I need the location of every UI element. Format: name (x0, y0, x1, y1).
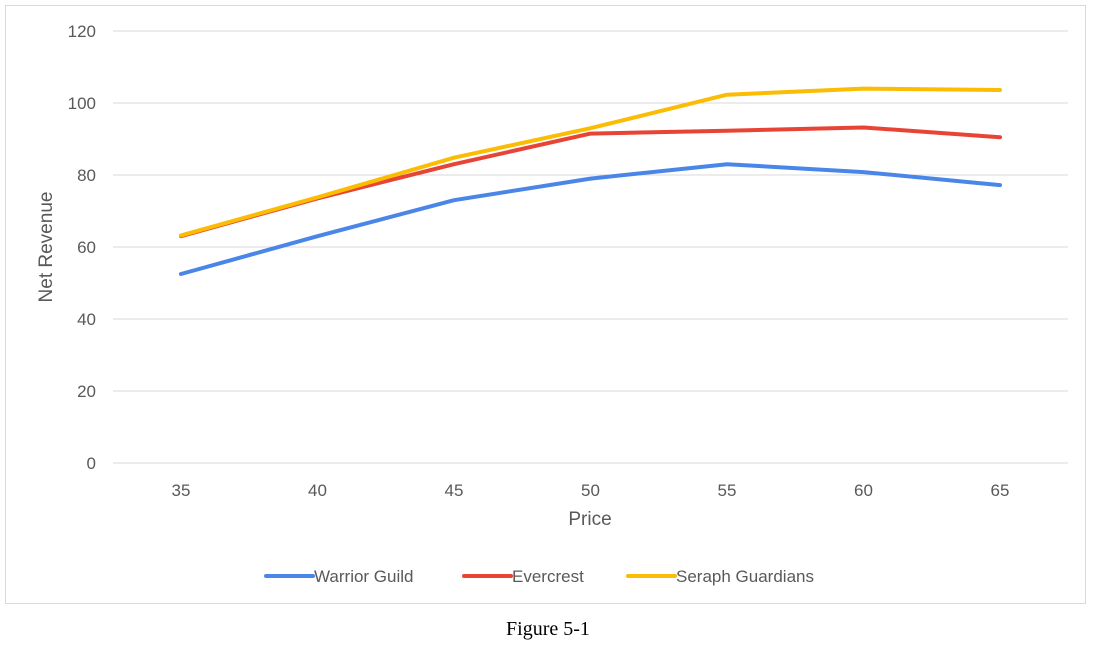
series-line-seraph-guardians (179, 86, 1002, 238)
series-line-evercrest (179, 125, 1002, 239)
legend-label: Seraph Guardians (676, 567, 814, 586)
legend: Warrior Guild Evercrest Seraph Guardians (264, 567, 814, 586)
y-tick-labels: 0 20 40 60 80 100 120 (68, 22, 96, 473)
series-line-warrior-guild (179, 162, 1002, 276)
y-tick-label: 0 (87, 454, 96, 473)
series-lines (179, 86, 1002, 276)
legend-label: Warrior Guild (314, 567, 414, 586)
x-tick-labels: 35 40 45 50 55 60 65 (172, 481, 1010, 500)
x-tick-label: 45 (445, 481, 464, 500)
figure-caption: Figure 5-1 (506, 618, 590, 640)
y-axis-title: Net Revenue (36, 192, 57, 303)
y-tick-label: 20 (77, 382, 96, 401)
x-tick-label: 65 (991, 481, 1010, 500)
x-axis-title: Price (568, 509, 611, 530)
x-tick-label: 35 (172, 481, 191, 500)
y-tick-label: 100 (68, 94, 96, 113)
y-tick-label: 80 (77, 166, 96, 185)
y-tick-label: 60 (77, 238, 96, 257)
x-tick-label: 50 (581, 481, 600, 500)
legend-label: Evercrest (512, 567, 584, 586)
x-tick-label: 60 (854, 481, 873, 500)
y-tick-label: 40 (77, 310, 96, 329)
x-tick-label: 40 (308, 481, 327, 500)
gridlines (113, 30, 1068, 464)
y-tick-label: 120 (68, 22, 96, 41)
chart-frame (5, 5, 1086, 604)
x-tick-label: 55 (718, 481, 737, 500)
